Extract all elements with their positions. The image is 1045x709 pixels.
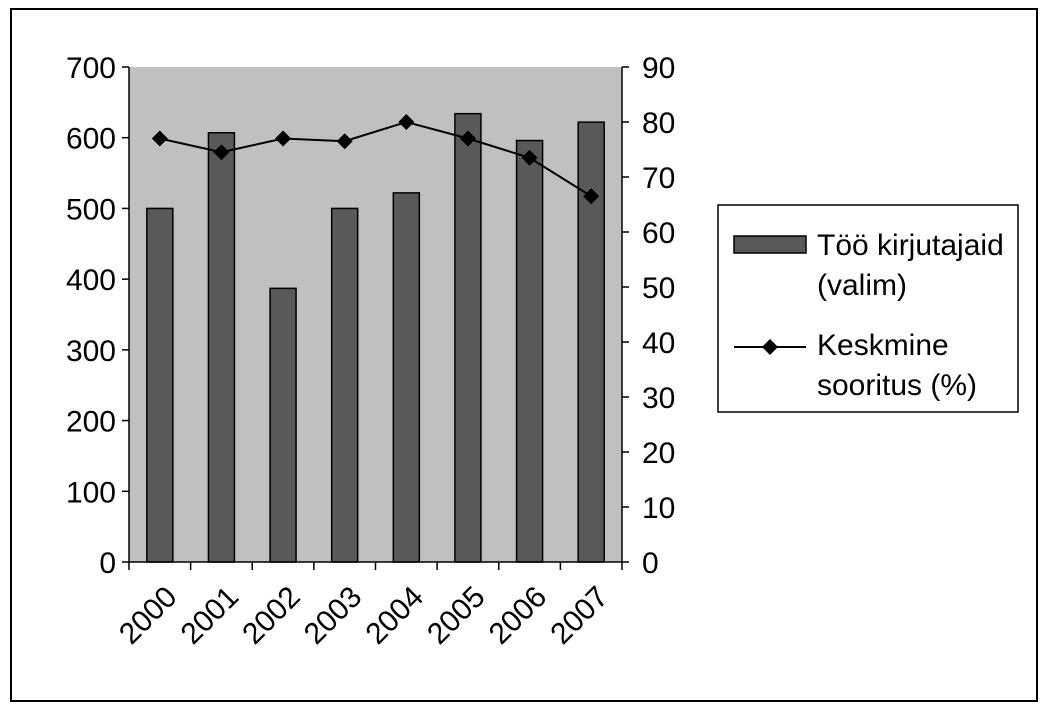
right-tick-label: 20 (642, 437, 675, 470)
bar-2001 (207, 132, 236, 563)
x-tick-label: 2002 (236, 580, 307, 651)
legend-line-label-line2: sooritus (%) (817, 369, 977, 402)
chart-frame: 0 100 200 300 400 500 600 700 0 10 20 30 40 50 60 70 80 9… (10, 8, 1038, 702)
legend-line-label-line1: Keskmine (817, 329, 949, 362)
x-tick-label: 2004 (359, 580, 430, 651)
x-tick-label: 2003 (298, 580, 369, 651)
right-tick-label: 60 (642, 217, 675, 250)
legend-bar-label-line2: (valim) (817, 269, 907, 302)
left-tick-label: 200 (66, 406, 116, 439)
bar-2007 (577, 121, 605, 563)
line-series (151, 114, 600, 205)
line-point-2003 (336, 133, 353, 150)
bar-2004 (392, 192, 421, 563)
line-point-2006 (521, 149, 538, 166)
x-tick-label: 2007 (544, 580, 615, 651)
legend-bar-label-line1: Töö kirjutajaid (817, 229, 1004, 262)
right-tick-label: 80 (642, 107, 675, 140)
right-tick-label: 70 (642, 162, 675, 195)
plot-area (129, 67, 622, 562)
line-point-2004 (398, 114, 415, 130)
left-tick-label: 0 (99, 547, 116, 580)
right-tick-label: 90 (642, 52, 675, 85)
x-tick-label: 2005 (421, 580, 492, 651)
line-point-2002 (275, 130, 292, 147)
x-tick-label: 2000 (113, 580, 184, 651)
x-tick-label: 2006 (483, 580, 554, 651)
bar-2002 (269, 287, 297, 563)
right-tick-label: 40 (642, 327, 675, 360)
bars-layer (146, 112, 605, 563)
line-point-2005 (459, 130, 476, 147)
legend: Töö kirjutajaid (valim) Keskmine sooritu… (717, 204, 1019, 413)
line-point-2007 (583, 188, 600, 205)
line-point-2001 (213, 144, 230, 161)
line-point-2000 (151, 130, 168, 147)
bar-2000 (146, 207, 174, 563)
left-tick-label: 100 (66, 476, 116, 509)
left-tick-label: 300 (66, 335, 116, 368)
left-tick-label: 500 (66, 193, 116, 226)
left-tick-label: 600 (66, 123, 116, 156)
right-tick-label: 10 (642, 492, 675, 525)
legend-bar-swatch (733, 235, 807, 254)
bar-2006 (515, 139, 544, 563)
left-tick-label: 700 (66, 52, 116, 85)
right-tick-label: 0 (642, 547, 659, 580)
bar-2005 (454, 112, 482, 563)
legend-diamond-marker (762, 339, 778, 355)
bar-2003 (330, 207, 359, 563)
right-tick-label: 50 (642, 272, 675, 305)
left-tick-label: 400 (66, 264, 116, 297)
line-path (159, 120, 592, 198)
right-tick-label: 30 (642, 382, 675, 415)
chart-svg: 0 100 200 300 400 500 600 700 0 10 20 30 40 50 60 70 80 9… (66, 52, 1019, 651)
x-tick-label: 2001 (175, 580, 246, 651)
